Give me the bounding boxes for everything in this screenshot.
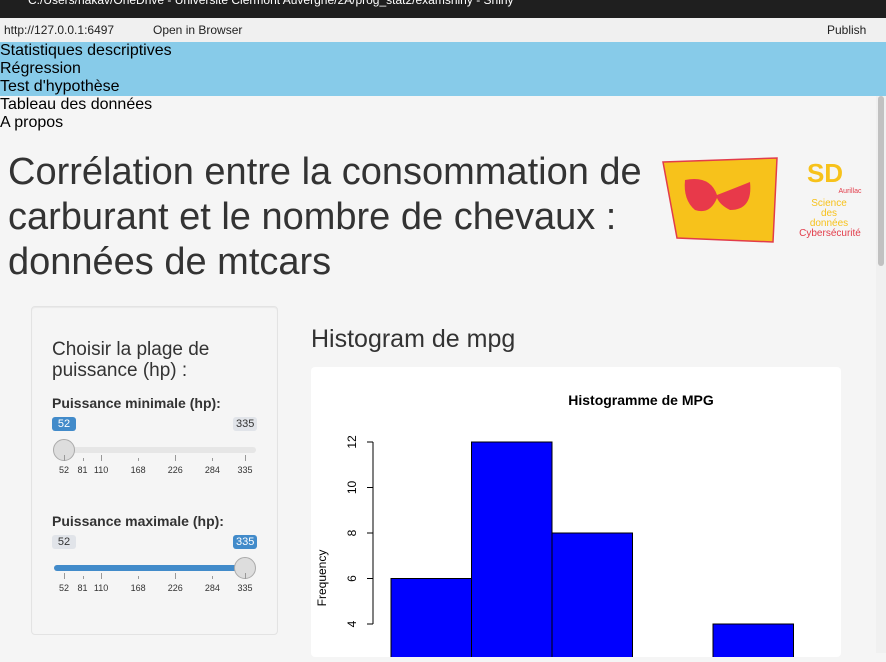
logo-tagline: Cybersécurité (799, 228, 861, 239)
logo-line: des (821, 208, 837, 219)
slider-label: Puissance maximale (hp): (52, 513, 224, 529)
logo-initials: SD (807, 158, 843, 188)
y-axis-label: Frequency (315, 550, 329, 607)
slider-tick (245, 573, 246, 579)
logo-mask (684, 179, 751, 212)
y-tick-label: 12 (345, 435, 359, 449)
slider-tick-label: 335 (237, 583, 253, 593)
y-tick-label: 6 (345, 575, 359, 582)
plot-panel: Histogramme de MPG Frequency 4 6 8 10 12 (311, 367, 841, 662)
slider-tick (212, 576, 214, 579)
plot-heading: Histogram de mpg (311, 325, 516, 353)
nav-item[interactable]: Test d'hypothèse (0, 78, 120, 95)
sidebar-heading: Choisir la plage de puissance (hp) : (52, 339, 210, 381)
nav-item[interactable]: Statistiques descriptives (0, 42, 172, 59)
slider-tick-label: 284 (204, 465, 220, 475)
slider-bound: 52 (52, 535, 76, 549)
slider-tick-label: 168 (130, 583, 146, 593)
histogram: Histogramme de MPG Frequency 4 6 8 10 12 (315, 392, 794, 662)
slider-tick-label: 81 (77, 465, 88, 475)
slider-tick-label: 226 (167, 465, 183, 475)
slider-tick (175, 455, 177, 461)
y-tick-label: 8 (345, 529, 359, 536)
window-title: C:/Users/nakav/OneDrive - Université Cle… (0, 0, 886, 18)
page-title: Corrélation entre la consommation de car… (8, 151, 642, 283)
slider-tick-label: 335 (237, 465, 253, 475)
histogram-bar (551, 532, 633, 662)
slider-bound: 335 (233, 417, 258, 431)
slider-tick-label: 168 (130, 465, 146, 475)
plot-title: Histogramme de MPG (568, 392, 714, 408)
scrollbar[interactable] (876, 96, 886, 653)
slider[interactable]: 52 335 52 81 110 168 226 284 335 (32, 417, 277, 477)
logo-line: Science (811, 198, 847, 209)
slider-tick (64, 455, 65, 461)
slider-value: 335 (233, 535, 258, 549)
url[interactable]: http://127.0.0.1:6497 (4, 23, 115, 37)
histogram-bar (390, 578, 472, 662)
slider-tick-label: 110 (93, 465, 109, 475)
nav-item[interactable]: A propos (0, 114, 64, 131)
slider-fill (54, 565, 245, 571)
slider-value: 52 (52, 417, 76, 431)
slider-tick (64, 573, 65, 579)
navbar: Statistiques descriptives Régression Test … (0, 42, 886, 131)
nav-item[interactable]: Régression (0, 60, 81, 77)
slider-tick (82, 576, 84, 579)
slider-tick-label: 81 (77, 583, 88, 593)
slider-tick (82, 458, 84, 461)
slider-tick (175, 573, 177, 579)
slider-tick-label: 110 (93, 583, 109, 593)
slider-tick (138, 458, 140, 461)
slider-tick (212, 458, 214, 461)
slider-tick-label: 226 (167, 583, 183, 593)
scroll-thumb[interactable] (878, 96, 884, 266)
toolbar: http://127.0.0.1:6497 Open in Browser Pu… (0, 18, 886, 43)
nav-item[interactable]: Tableau des données (0, 96, 153, 113)
slider[interactable]: 335 52 52 81 110 168 226 284 335 (32, 535, 277, 595)
slider-track (54, 447, 256, 453)
slider-tick (138, 576, 140, 579)
logo-city: Aurillac (839, 188, 862, 195)
slider-tick-label: 52 (58, 583, 69, 593)
publish[interactable]: Publish (827, 23, 867, 37)
y-tick-label: 4 (345, 620, 359, 627)
sidebar: Choisir la plage de puissance (hp) : Pui… (31, 306, 278, 635)
histogram-bar (471, 441, 553, 662)
slider-tick-label: 52 (58, 465, 69, 475)
histogram-bar (712, 623, 794, 662)
slider-label: Puissance minimale (hp): (52, 395, 221, 411)
slider-tick (101, 455, 103, 461)
y-tick-label: 10 (345, 481, 359, 495)
window-title-text: C:/Users/nakav/OneDrive - Université Cle… (28, 0, 514, 7)
slider-tick (245, 455, 246, 461)
slider-tick-label: 284 (204, 583, 220, 593)
open-in-browser[interactable]: Open in Browser (153, 23, 243, 37)
logo-line: données (810, 218, 848, 229)
slider-tick (101, 573, 103, 579)
